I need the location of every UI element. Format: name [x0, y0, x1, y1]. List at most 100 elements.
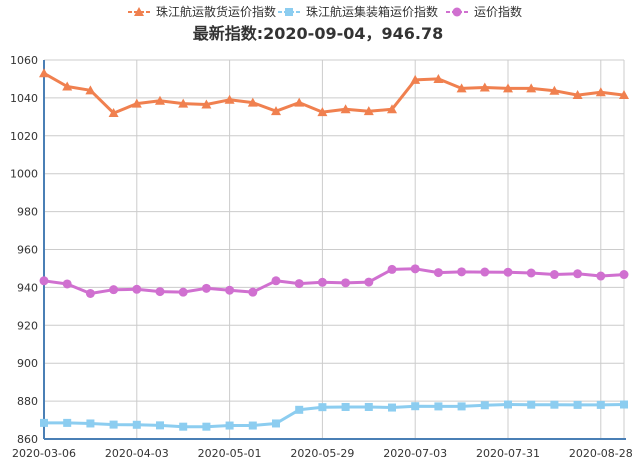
data-point	[433, 73, 444, 83]
data-point	[109, 420, 118, 429]
data-point	[225, 285, 235, 295]
y-tick-label: 1060	[10, 54, 38, 67]
data-point	[295, 405, 304, 414]
data-point	[178, 98, 189, 108]
x-axis: 2020-03-06 2020-04-03 2020-05-01 2020-05-29…	[12, 438, 633, 460]
y-tick-label: 1040	[10, 92, 38, 105]
data-point	[108, 108, 119, 118]
x-tick-label: 2020-05-01	[198, 447, 262, 460]
data-point	[178, 287, 188, 297]
data-point	[225, 421, 234, 430]
data-point	[433, 268, 443, 278]
x-tick-label: 2020-07-03	[383, 447, 447, 460]
data-point	[341, 278, 351, 288]
data-point	[596, 400, 605, 409]
x-tick-label: 2020-08-28	[569, 447, 633, 460]
data-point	[457, 402, 466, 411]
data-point	[62, 279, 72, 289]
data-point	[155, 287, 165, 297]
legend-label: 珠江航运散货运价指数	[156, 4, 276, 19]
legend-label: 珠江航运集装箱运价指数	[306, 4, 438, 19]
data-point	[156, 421, 164, 430]
data-point	[39, 68, 49, 78]
data-point	[480, 401, 489, 410]
data-point	[619, 90, 629, 100]
data-point	[573, 269, 583, 279]
data-point	[526, 83, 537, 93]
data-point	[596, 271, 606, 281]
data-point	[201, 99, 212, 109]
data-point	[85, 85, 96, 95]
data-point	[39, 276, 49, 286]
y-tick-label: 860	[17, 433, 38, 446]
data-point	[62, 81, 73, 91]
chart-title: 最新指数:2020-09-04，946.78	[193, 24, 444, 43]
data-point	[294, 97, 305, 107]
data-point	[341, 402, 350, 411]
data-point	[549, 270, 559, 280]
data-point	[317, 107, 328, 117]
y-tick-label: 920	[17, 319, 38, 332]
data-point	[550, 400, 559, 409]
series-line	[44, 403, 625, 429]
data-point	[410, 264, 420, 274]
data-point	[363, 106, 374, 116]
data-point	[248, 287, 258, 297]
data-point	[503, 267, 513, 277]
data-point	[179, 422, 188, 431]
legend-item[interactable]: 珠江航运散货运价指数	[128, 4, 276, 19]
data-point	[132, 420, 141, 429]
data-point	[387, 264, 397, 274]
series-group	[39, 68, 629, 431]
data-point	[202, 422, 211, 431]
legend-label: 运价指数	[474, 4, 522, 19]
data-point	[271, 106, 281, 116]
legend-marker	[452, 7, 462, 17]
y-tick-label: 880	[17, 395, 38, 408]
data-point	[294, 279, 304, 289]
data-point	[63, 418, 72, 427]
grid	[43, 59, 625, 440]
legend-item[interactable]: 珠江航运集装箱运价指数	[278, 4, 438, 19]
y-tick-label: 900	[17, 357, 38, 370]
data-point	[247, 97, 258, 107]
legend-marker	[285, 8, 293, 16]
data-point	[480, 267, 490, 277]
x-tick-label: 2020-05-29	[290, 447, 354, 460]
data-point	[411, 402, 420, 411]
series-2	[40, 400, 628, 431]
series-1	[39, 68, 629, 118]
data-point	[224, 94, 235, 104]
series-line	[43, 267, 625, 295]
data-point	[549, 85, 560, 95]
y-tick-label: 960	[17, 244, 38, 257]
data-point	[201, 283, 211, 293]
x-tick-label: 2020-04-03	[105, 447, 169, 460]
data-point	[434, 402, 443, 411]
data-point	[364, 402, 373, 411]
data-point	[572, 90, 583, 100]
data-point	[479, 82, 490, 92]
data-point	[155, 95, 165, 105]
legend-marker	[134, 7, 144, 16]
legend-item[interactable]: 运价指数	[446, 4, 522, 19]
data-point	[619, 270, 629, 280]
data-point	[504, 400, 512, 409]
x-tick-label: 2020-03-06	[12, 447, 76, 460]
data-point	[132, 284, 142, 294]
data-point	[109, 285, 119, 295]
data-point	[620, 400, 628, 409]
data-point	[527, 400, 536, 409]
data-point	[318, 403, 327, 412]
data-point	[272, 419, 280, 428]
data-point	[410, 74, 421, 84]
data-point	[85, 288, 95, 298]
y-tick-label: 980	[17, 206, 38, 219]
x-tick-label: 2020-07-31	[476, 447, 540, 460]
data-point	[456, 83, 467, 93]
data-point	[86, 419, 95, 428]
data-point	[387, 104, 397, 114]
data-point	[595, 87, 606, 97]
